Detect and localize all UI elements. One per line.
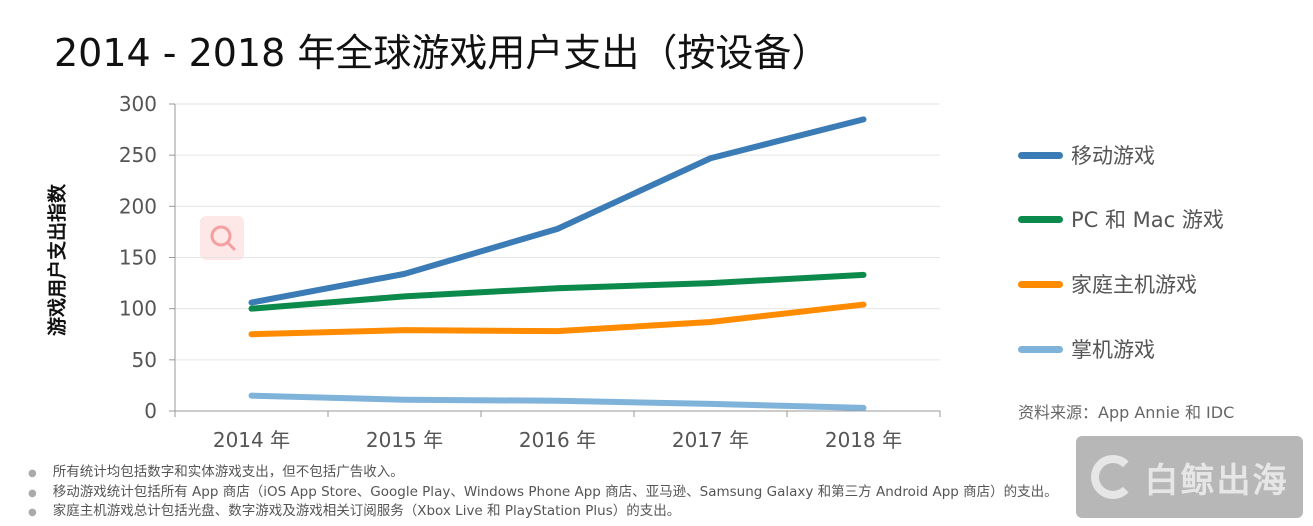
search-icon[interactable]: [200, 216, 244, 260]
legend-item-handheld: 掌机游戏: [1018, 334, 1155, 364]
chart-title: 2014 - 2018 年全球游戏用户支出（按设备）: [54, 31, 830, 75]
footnote: ● 所有统计均包括数字和实体游戏支出，但不包括广告收入。: [28, 464, 404, 480]
legend-item-console: 家庭主机游戏: [1018, 269, 1197, 299]
y-tick-label: 50: [132, 348, 157, 372]
x-tick-label: 2018 年: [825, 428, 902, 452]
footnote: ● 家庭主机游戏总计包括光盘、数字游戏及游戏相关订阅服务（Xbox Live 和 …: [28, 503, 681, 519]
footnote: ● 移动游戏统计包括所有 App 商店（iOS App Store、Google …: [28, 484, 1058, 500]
legend-label: 掌机游戏: [1071, 338, 1155, 362]
y-tick-label: 200: [119, 194, 157, 218]
logo-icon: [1090, 455, 1135, 499]
legend-label: PC 和 Mac 游戏: [1071, 208, 1224, 232]
y-tick-label: 0: [144, 399, 157, 423]
y-tick-label: 250: [119, 143, 157, 167]
x-tick-label: 2015 年: [366, 428, 443, 452]
legend-label: 家庭主机游戏: [1071, 273, 1197, 297]
series-line-0: [248, 116, 867, 306]
watermark-logo: 白鲸出海: [1076, 436, 1303, 518]
legend-item-pc: PC 和 Mac 游戏: [1018, 204, 1224, 234]
legend-label: 移动游戏: [1071, 144, 1155, 168]
series-line-3: [248, 392, 867, 411]
y-tick-label: 100: [119, 297, 157, 321]
source-note: 资料来源：App Annie 和 IDC: [1018, 403, 1235, 422]
x-tick-label: 2017 年: [672, 428, 749, 452]
legend-swatch: [1018, 280, 1063, 288]
series-line-1: [248, 271, 867, 312]
y-tick-label: 150: [119, 246, 157, 270]
legend-swatch: [1018, 151, 1063, 159]
x-tick-label: 2016 年: [519, 428, 596, 452]
y-tick-label: 300: [119, 92, 157, 116]
legend-swatch: [1018, 215, 1063, 223]
legend-item-mobile: 移动游戏: [1018, 140, 1155, 170]
x-tick-label: 2014 年: [213, 428, 290, 452]
legend-swatch: [1018, 345, 1063, 353]
